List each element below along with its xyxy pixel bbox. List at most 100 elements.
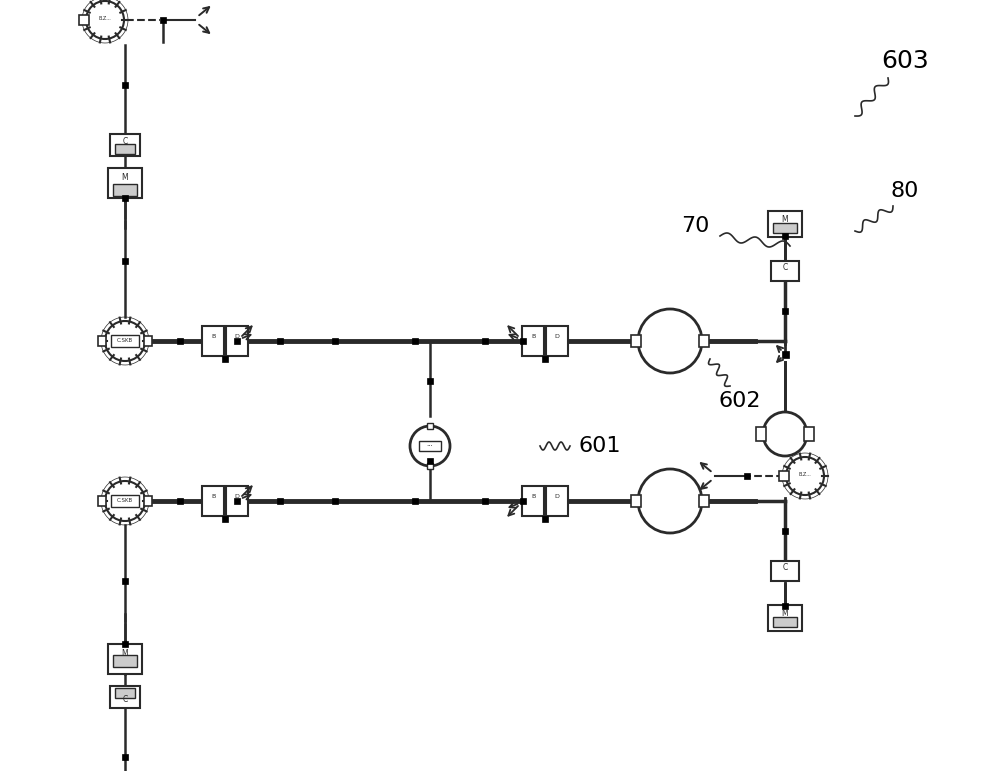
Text: M: M (782, 216, 788, 224)
Bar (110, 134, 140, 156)
Bar (546, 486, 568, 516)
Bar (768, 211, 802, 237)
Bar (234, 338, 240, 344)
Text: B.Z...: B.Z... (99, 15, 111, 21)
Bar (699, 335, 709, 347)
Bar (782, 603, 788, 609)
Bar (542, 516, 548, 522)
Bar (222, 356, 228, 362)
Bar (482, 338, 488, 344)
Text: B.Z...: B.Z... (799, 472, 811, 476)
Bar (160, 17, 166, 23)
Bar (427, 458, 433, 464)
Bar (226, 326, 248, 356)
Bar (79, 15, 89, 25)
Bar (122, 258, 128, 264)
Bar (771, 261, 799, 281)
Bar (522, 486, 544, 516)
Bar (122, 578, 128, 584)
Bar (111, 335, 139, 347)
Text: M: M (122, 173, 128, 183)
Bar (113, 655, 137, 667)
Bar (202, 326, 224, 356)
Bar (177, 498, 183, 504)
Text: 80: 80 (891, 181, 919, 201)
Text: C: C (122, 695, 128, 705)
Text: 603: 603 (881, 49, 929, 73)
Bar (111, 495, 139, 507)
Bar (332, 338, 338, 344)
Bar (542, 356, 548, 362)
Text: C: C (122, 137, 128, 146)
Circle shape (86, 1, 124, 39)
Bar (202, 486, 224, 516)
Text: B: B (531, 335, 535, 339)
Bar (631, 495, 641, 507)
Bar (412, 338, 418, 344)
Bar (768, 605, 802, 631)
Bar (122, 82, 128, 88)
Bar (771, 561, 799, 581)
Bar (332, 498, 338, 504)
Text: 602: 602 (719, 391, 761, 411)
Bar (782, 233, 788, 239)
Bar (773, 223, 797, 233)
Bar (631, 335, 641, 347)
Bar (115, 688, 135, 698)
Bar (122, 641, 128, 647)
Bar (427, 423, 433, 429)
Bar (108, 168, 142, 198)
Bar (482, 498, 488, 504)
Bar (782, 308, 788, 314)
Circle shape (763, 412, 807, 456)
Bar (427, 378, 433, 384)
Text: D: D (235, 335, 239, 339)
Bar (520, 338, 526, 344)
Bar (546, 326, 568, 356)
Bar (419, 441, 441, 451)
Text: D: D (555, 335, 559, 339)
Bar (115, 144, 135, 154)
Circle shape (105, 321, 145, 361)
Circle shape (786, 457, 824, 495)
Text: 601: 601 (579, 436, 621, 456)
Text: B: B (531, 494, 535, 500)
Bar (113, 184, 137, 196)
Bar (144, 496, 152, 506)
Bar (782, 528, 788, 534)
Bar (522, 326, 544, 356)
Bar (756, 427, 766, 441)
Bar (427, 463, 433, 469)
Text: D: D (235, 494, 239, 500)
Text: C: C (782, 564, 788, 573)
Bar (110, 686, 140, 708)
Bar (226, 486, 248, 516)
Bar (773, 617, 797, 627)
Bar (98, 496, 106, 506)
Bar (804, 427, 814, 441)
Bar (779, 471, 789, 481)
Text: 70: 70 (681, 216, 709, 236)
Bar (222, 516, 228, 522)
Text: C.SKB: C.SKB (117, 338, 133, 342)
Bar (412, 498, 418, 504)
Bar (108, 644, 142, 674)
Text: C: C (782, 264, 788, 272)
Text: B: B (211, 494, 215, 500)
Circle shape (410, 426, 450, 466)
Circle shape (638, 309, 702, 373)
Text: C.SKB: C.SKB (117, 497, 133, 503)
Text: M: M (782, 610, 788, 618)
Bar (277, 338, 283, 344)
Bar (699, 495, 709, 507)
Text: D: D (555, 494, 559, 500)
Text: ...: ... (427, 441, 433, 447)
Bar (782, 351, 788, 358)
Bar (520, 498, 526, 504)
Circle shape (105, 481, 145, 521)
Bar (234, 498, 240, 504)
Bar (277, 498, 283, 504)
Text: B: B (211, 335, 215, 339)
Bar (177, 338, 183, 344)
Text: M: M (122, 649, 128, 658)
